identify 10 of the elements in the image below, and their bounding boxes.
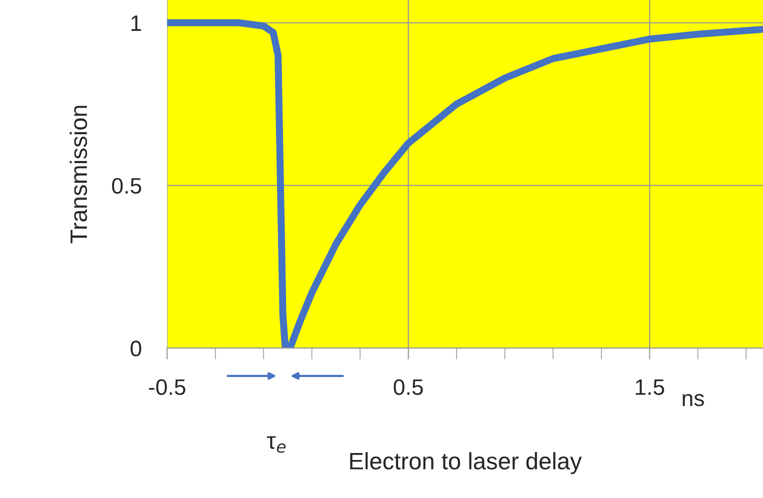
x-tick-label: 1.5 [636, 379, 664, 395]
y-axis-title: Transmission [70, 106, 88, 244]
text: τ$_{e}$ [266, 436, 286, 453]
x-tick-label: 0.5 [394, 379, 423, 395]
y-tick-label: 0 [130, 340, 142, 356]
text: ns [682, 394, 704, 406]
y-tick-label: 0.5 [112, 178, 142, 194]
x-tick-label: -0.5 [148, 379, 186, 395]
y-tick-label: 1 [131, 16, 142, 31]
x-axis-title: Electron to laser delay [350, 452, 582, 474]
